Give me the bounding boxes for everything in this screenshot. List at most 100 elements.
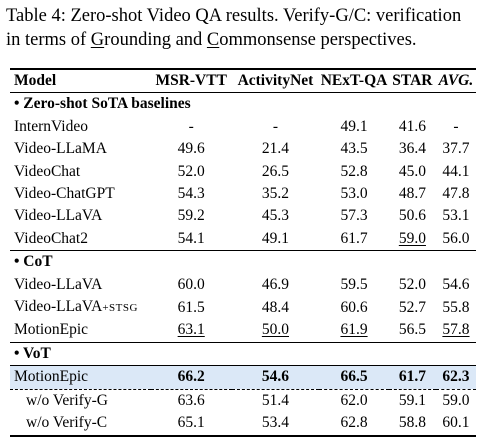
value-cell: 59.0 <box>398 229 426 247</box>
value-cell: 59.5 <box>340 275 368 293</box>
value-cell: 56.0 <box>442 229 470 247</box>
value-cell: - <box>453 117 459 135</box>
section-title: • VoT <box>10 341 476 366</box>
table-row: w/o Verify-C 65.1 53.4 62.8 58.8 60.1 <box>10 412 476 437</box>
value-cell: 63.1 <box>177 321 205 339</box>
value-cell: 46.9 <box>261 275 289 293</box>
value-cell: 44.1 <box>442 162 470 180</box>
model-name: Video-LLaVA <box>14 298 103 316</box>
value-cell: 41.6 <box>398 117 426 135</box>
value-cell: 21.4 <box>261 140 289 158</box>
value-cell: 45.3 <box>261 207 289 225</box>
value-cell: 59.1 <box>388 388 436 413</box>
value-cell: 48.4 <box>261 298 289 316</box>
value-cell: 36.4 <box>398 140 426 158</box>
value-cell: 58.8 <box>388 412 436 437</box>
value-cell: 53.4 <box>231 412 320 437</box>
value-cell: 50.6 <box>398 207 426 225</box>
value-cell: 54.3 <box>177 185 205 203</box>
table-row: MotionEpic 63.1 50.0 61.9 56.5 57.8 <box>10 319 476 342</box>
value-cell: 35.2 <box>261 185 289 203</box>
value-cell: 66.5 <box>319 365 389 390</box>
section-title: • Zero-shot SoTA baselines <box>10 92 476 116</box>
header-avg: AVG. <box>435 68 476 93</box>
table-row: Video-LLaMA 49.6 21.4 43.5 36.4 37.7 <box>10 138 476 160</box>
table-row: VideoChat2 54.1 49.1 61.7 59.0 56.0 <box>10 228 476 251</box>
value-cell: - <box>272 117 279 135</box>
value-cell: 52.8 <box>340 162 368 180</box>
header-row: Model MSR-VTT ActivityNet NExT-QA STAR A… <box>10 68 476 93</box>
value-cell: 54.1 <box>177 229 205 247</box>
value-cell: 26.5 <box>261 162 289 180</box>
model-cell: w/o Verify-C <box>10 412 151 437</box>
value-cell: 45.0 <box>398 162 426 180</box>
value-cell: 61.7 <box>388 365 436 390</box>
header-model: Model <box>10 68 151 93</box>
value-cell: 51.4 <box>231 388 320 413</box>
value-cell: 60.1 <box>435 412 476 437</box>
model-cell: Video-LLaVA <box>14 275 103 293</box>
value-cell: 54.6 <box>442 275 470 293</box>
value-cell: 57.8 <box>442 321 470 339</box>
section-title: • CoT <box>10 250 476 274</box>
value-cell: 63.6 <box>150 388 232 413</box>
table-caption: Table 4: Zero-shot Video QA results. Ver… <box>6 6 462 50</box>
table-row: Video-LLaVA 60.0 46.9 59.5 52.0 54.6 <box>10 274 476 296</box>
model-cell: Video-LLaVA+STSG <box>10 296 151 319</box>
table-row: VideoChat 52.0 26.5 52.8 45.0 44.1 <box>10 161 476 183</box>
model-cell: MotionEpic <box>14 321 89 339</box>
value-cell: 48.7 <box>398 185 426 203</box>
table-row: Video-LLaVA 59.2 45.3 57.3 50.6 53.1 <box>10 205 476 227</box>
value-cell: 37.7 <box>442 140 470 158</box>
section-title-row: • CoT <box>10 250 476 274</box>
value-cell: 60.6 <box>340 298 368 316</box>
value-cell: 52.0 <box>398 275 426 293</box>
model-suffix: +STSG <box>102 302 138 315</box>
value-cell: 62.3 <box>435 365 476 390</box>
value-cell: 66.2 <box>150 365 232 390</box>
value-cell: 59.2 <box>177 207 205 225</box>
table-row: InternVideo - - 49.1 41.6 - <box>10 116 476 138</box>
value-cell: 61.7 <box>340 229 368 247</box>
value-cell: 57.3 <box>340 207 368 225</box>
header-msrvtt: MSR-VTT <box>150 68 232 93</box>
value-cell: 65.1 <box>150 412 232 437</box>
value-cell: 55.8 <box>442 298 470 316</box>
value-cell: 53.1 <box>442 207 470 225</box>
header-star: STAR <box>388 68 436 93</box>
value-cell: 62.0 <box>319 388 389 413</box>
value-cell: 59.0 <box>435 388 476 413</box>
value-cell: 47.8 <box>442 185 470 203</box>
model-cell: w/o Verify-G <box>10 388 151 413</box>
model-cell: VideoChat2 <box>14 229 88 247</box>
table-row: w/o Verify-G 63.6 51.4 62.0 59.1 59.0 <box>10 388 476 413</box>
value-cell: 60.0 <box>177 275 205 293</box>
value-cell: 50.0 <box>261 321 289 339</box>
model-cell: InternVideo <box>14 117 88 135</box>
model-cell: VideoChat <box>14 162 81 180</box>
value-cell: 61.9 <box>340 321 368 339</box>
table-row-highlighted: MotionEpic 66.2 54.6 66.5 61.7 62.3 <box>10 365 476 390</box>
value-cell: 52.0 <box>177 162 205 180</box>
value-cell: 53.0 <box>340 185 368 203</box>
section-title-row: • Zero-shot SoTA baselines <box>10 92 476 116</box>
table-row: Video-LLaVA+STSG 61.5 48.4 60.6 52.7 55.… <box>10 296 476 319</box>
model-cell: Video-LLaMA <box>14 140 107 158</box>
model-cell: MotionEpic <box>10 365 151 390</box>
value-cell: 54.6 <box>231 365 320 390</box>
value-cell: - <box>188 117 194 135</box>
value-cell: 49.1 <box>340 117 368 135</box>
header-activitynet: ActivityNet <box>231 68 320 93</box>
value-cell: 52.7 <box>398 298 426 316</box>
results-table: Model MSR-VTT ActivityNet NExT-QA STAR A… <box>10 68 476 437</box>
table-row: Video-ChatGPT 54.3 35.2 53.0 48.7 47.8 <box>10 183 476 205</box>
value-cell: 49.6 <box>177 140 205 158</box>
header-nextqa: NExT-QA <box>319 68 389 93</box>
value-cell: 62.8 <box>319 412 389 437</box>
section-title-row: • VoT <box>10 341 476 366</box>
value-cell: 61.5 <box>177 298 205 316</box>
value-cell: 49.1 <box>261 229 289 247</box>
model-cell: Video-ChatGPT <box>14 185 115 203</box>
model-cell: Video-LLaVA <box>14 207 103 225</box>
value-cell: 56.5 <box>398 321 426 339</box>
